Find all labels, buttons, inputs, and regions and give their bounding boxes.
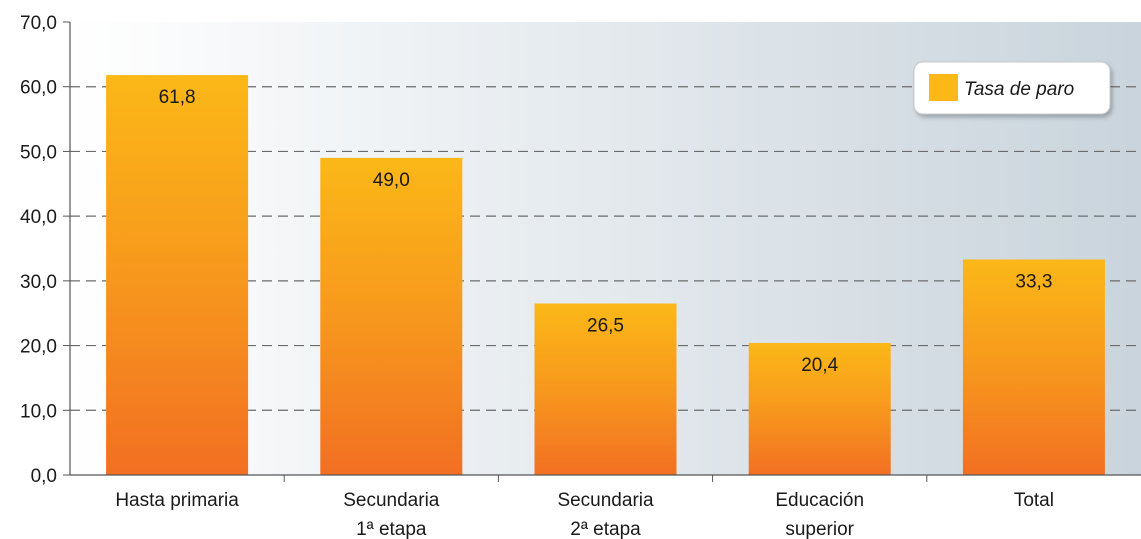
y-tick-label: 30,0 (20, 272, 57, 293)
legend (913, 61, 1111, 115)
bar-value-label: 26,5 (587, 316, 624, 337)
bar (748, 342, 891, 475)
y-tick-label: 40,0 (20, 207, 57, 228)
x-category-label: Secundaria (557, 490, 654, 511)
bar-value-label: 61,8 (159, 87, 196, 108)
y-tick-label: 20,0 (20, 337, 57, 358)
x-category-label: Hasta primaria (115, 490, 239, 511)
bar (320, 157, 463, 475)
y-tick-label: 50,0 (20, 142, 57, 163)
bar (106, 75, 249, 476)
x-category-label: 2ª etapa (570, 519, 641, 539)
bar-value-label: 20,4 (801, 355, 838, 376)
x-category-label: Total (1014, 490, 1054, 511)
y-axis-ticks: 0,0 10,0 20,0 30,0 40,0 50,0 60,0 70,0 (20, 13, 70, 487)
y-tick-label: 0,0 (31, 466, 57, 487)
x-category-label: Educación (775, 490, 864, 511)
x-axis-labels: Hasta primaria Secundaria 1ª etapa Secundar… (115, 490, 1054, 539)
bar (962, 259, 1105, 475)
legend-swatch (929, 74, 958, 101)
bar-value-label: 49,0 (373, 170, 410, 191)
legend-label: Tasa de paro (964, 79, 1074, 100)
y-tick-label: 70,0 (20, 13, 57, 34)
x-category-label: Secundaria (343, 490, 440, 511)
y-tick-label: 10,0 (20, 401, 57, 422)
x-category-label: superior (785, 519, 854, 539)
legend-box (913, 61, 1111, 115)
y-tick-label: 60,0 (20, 78, 57, 99)
bars: 61,8 49,0 26,5 20,4 33,3 (106, 75, 1105, 476)
bar (534, 303, 677, 475)
axes (69, 22, 1141, 482)
x-category-label: 1ª etapa (356, 519, 427, 539)
bar-value-label: 33,3 (1015, 272, 1052, 293)
